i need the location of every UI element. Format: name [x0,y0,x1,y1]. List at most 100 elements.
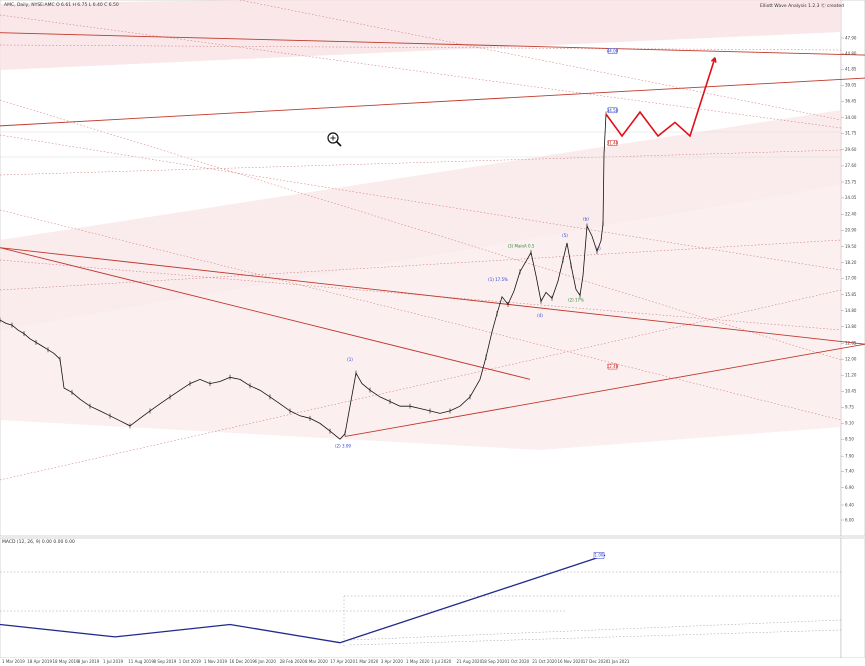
x-tick-label: 18 May 2019 [53,659,80,664]
grid-lines [0,131,841,158]
x-tick-label: 3 Apr 2020 [381,659,404,664]
x-tick-label: 21 Aug 2020 [457,659,483,664]
guide-lines [0,0,842,481]
x-tick-label: 1 Mar 2019 [2,659,25,664]
macd-line-path [0,554,606,644]
y-tick-label: 17.00 [845,276,857,281]
macd-scale [840,537,865,659]
price-tag-box [607,140,618,146]
price-tag-box [607,107,618,114]
y-tick-label: 44.80 [845,51,857,56]
y-tick-label: 12.85 [845,341,857,346]
price-tag: 31.40 [607,141,619,146]
zoom-in-icon[interactable] [327,132,342,147]
wave-label: (1) [347,357,353,362]
wave-label: (5) [562,233,568,238]
x-tick-label: 18 Apr 2019 [27,659,52,664]
x-tick-labels: 1 Mar 2019 18 Apr 2019 18 May 2019 8 Jun 20… [2,659,630,664]
price-tag: 44.00 [607,49,619,54]
x-tick-label: 8 Mar 2020 [305,659,328,664]
y-tick-label: 27.60 [845,163,857,168]
wave-label: (1) 17.5% [488,277,508,282]
y-tick-label: 25.75 [845,179,857,184]
wave-label: (c) [595,246,601,251]
y-tick-label: 15.85 [845,292,857,297]
x-tick-label: 18 Sep 2020 [482,659,508,664]
price-line [0,114,607,440]
price-tag: 12.40 [607,364,619,369]
wave-label: (3) MainA 0.5 [508,244,535,249]
y-tick-label: 19.50 [845,244,857,249]
y-tick-label: 11.20 [845,372,857,377]
price-series [0,111,607,440]
x-tick-label: 6 Jan 2020 [255,659,277,664]
x-tick-label: 1 Mar 2020 [356,659,379,664]
y-tick-label: 9.10 [845,421,854,426]
y-tick-label: 47.90 [845,35,857,40]
y-tick-label: 24.05 [845,195,857,200]
symbol-header: AMC, Daily, NYSE:AMC O 6.61 H 6.75 L 6.4… [4,2,119,8]
y-tick-labels: 47.90 44.80 41.85 39.05 36.45 34.00 31.75 29.60… [841,35,857,522]
projection-path [605,57,717,138]
band-mid [0,110,841,330]
projection-arrowhead [710,57,717,63]
top-channel-line [0,32,865,56]
y-tick-label: 31.75 [845,131,857,136]
x-tick-label: 8 Sep 2019 [154,659,177,664]
x-tick-label: 8 Jun 2019 [78,659,100,664]
x-tick-label: 1 Jan 2021 [608,659,630,664]
x-tick-label: 1 May 2020 [406,659,430,664]
lower-falling-line [0,247,531,380]
y-tick-label: 39.05 [845,83,857,88]
x-tick-label: 1 Jul 2020 [431,659,452,664]
y-tick-label: 6.90 [845,485,854,490]
lower-channel-line [0,247,865,345]
wave-label: (4) [537,313,543,318]
macd-tag: 1.00 [595,553,604,558]
y-tick-label: 9.75 [845,405,854,410]
x-tick-label: 21 Oct 2020 [532,659,557,664]
channel-lines [0,32,865,437]
y-tick-label: 34.00 [845,115,857,120]
price-tag-box [607,363,618,370]
y-tick-label: 6.00 [845,517,854,522]
y-tick-label: 29.60 [845,147,857,152]
y-tick-label: 41.85 [845,67,857,72]
y-tick-label: 13.80 [845,324,857,329]
x-tick-label: 17 Dec 2020 [583,659,609,664]
x-tick-label: 16 Nov 2020 [558,659,584,664]
y-tick-label: 22.40 [845,212,857,217]
lower-rising-line [344,343,865,437]
price-tag-box [607,48,618,54]
y-tick-label: 18.20 [845,260,857,265]
x-tick-label: 16 Dec 2019 [229,659,255,664]
wave-label: (2) 17% [568,297,584,302]
y-tick-label: 7.90 [845,453,854,458]
projection-zigzag [605,57,716,138]
y-tick-label: 7.40 [845,469,854,474]
y-tick-label: 36.45 [845,99,857,104]
wave-label: (b) [583,217,589,222]
y-tick-label: 14.80 [845,308,857,313]
macd-guides [0,571,842,648]
time-axis [0,658,865,666]
macd-pane [0,537,842,659]
x-tick-label: 1 Jul 2019 [103,659,124,664]
x-tick-label: 11 Aug 2019 [128,659,154,664]
x-tick-label: 1 Oct 2019 [179,659,202,664]
y-tick-label: 12.00 [845,356,857,361]
y-tick-label: 10.45 [845,389,857,394]
upper-channel-line [0,77,865,127]
y-tick-label: 20.90 [845,228,857,233]
wave-labels: (1) (2) 3.09 (3) MainA 0.5 (4) (5) (b) (c) (1) … [335,48,619,449]
x-tick-label: 17 Apr 2020 [330,659,355,664]
x-tick-label: 1 Nov 2019 [204,659,228,664]
macd-tag-box [593,552,605,559]
band-top [0,0,841,70]
x-tick-label: 28 Feb 2020 [280,659,305,664]
price-tag: 34.50 [607,108,619,113]
macd-line: 1.00 [0,552,606,644]
wave-label: (2) 3.09 [335,444,351,449]
price-scale [840,0,865,537]
